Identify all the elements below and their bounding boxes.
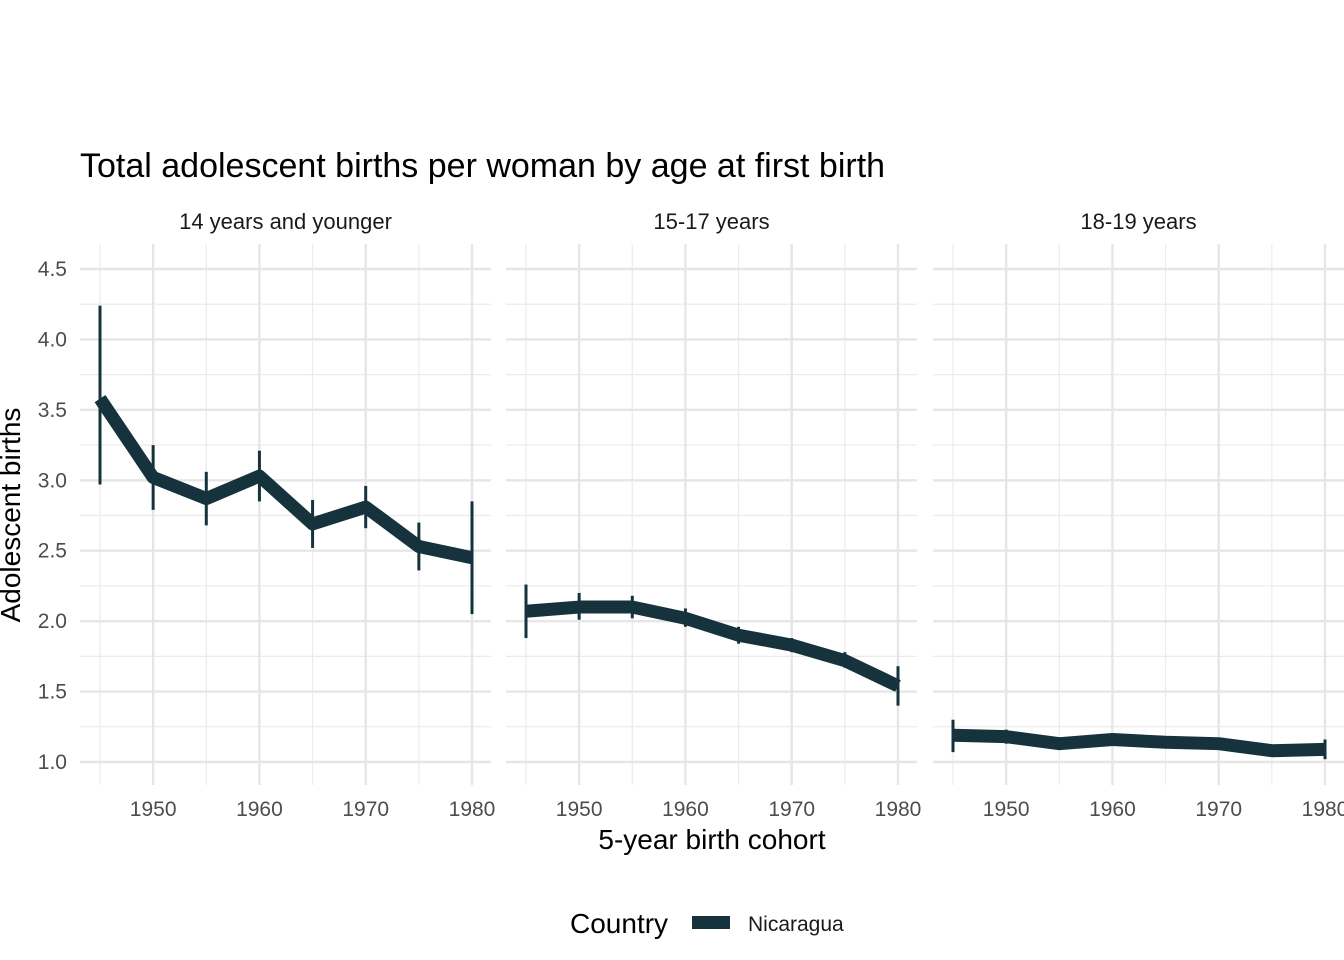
x-tick-label: 1980 <box>1302 798 1344 821</box>
facet-panels: 14 years and younger 1950 1960 1970 1980 1.0 1… <box>38 209 1344 821</box>
y-tick-label: 2.0 <box>38 610 67 633</box>
legend-key-nicaragua <box>692 916 730 929</box>
x-tick-label: 1970 <box>768 798 815 821</box>
legend-label-nicaragua: Nicaragua <box>748 913 844 936</box>
x-tick-label: 1980 <box>449 798 496 821</box>
legend: Country Nicaragua <box>570 908 844 939</box>
facet-strip-label: 15-17 years <box>653 209 769 234</box>
x-tick-label: 1950 <box>130 798 177 821</box>
legend-title: Country <box>570 908 668 939</box>
facet-panel: 15-17 years 1950 1960 1970 1980 <box>506 209 921 821</box>
facet-panel: 18-19 years 1950 1960 1970 1980 <box>933 209 1344 821</box>
x-tick-label: 1950 <box>983 798 1030 821</box>
x-tick-label: 1970 <box>1195 798 1242 821</box>
y-tick-label: 3.5 <box>38 399 67 422</box>
x-tick-label: 1960 <box>236 798 283 821</box>
y-tick-label: 1.5 <box>38 681 67 704</box>
y-tick-label: 2.5 <box>38 540 67 563</box>
y-tick-label: 4.0 <box>38 328 67 351</box>
y-tick-label: 1.0 <box>38 751 67 774</box>
y-axis-title: Adolescent births <box>0 408 26 623</box>
chart-title: Total adolescent births per woman by age… <box>80 147 885 185</box>
x-tick-label: 1960 <box>662 798 709 821</box>
x-axis-title: 5-year birth cohort <box>598 824 825 855</box>
x-tick-label: 1980 <box>875 798 922 821</box>
facet-strip-label: 18-19 years <box>1080 209 1196 234</box>
y-tick-label: 3.0 <box>38 469 67 492</box>
series-line-nicaragua <box>94 394 474 565</box>
series-line-nicaragua <box>952 728 1326 758</box>
series-line-nicaragua <box>525 600 901 692</box>
y-tick-label: 4.5 <box>38 258 67 281</box>
x-tick-label: 1970 <box>342 798 389 821</box>
x-tick-label: 1950 <box>556 798 603 821</box>
facet-strip-label: 14 years and younger <box>179 209 392 234</box>
x-tick-label: 1960 <box>1089 798 1136 821</box>
facet-panel: 14 years and younger 1950 1960 1970 1980 1.0 1… <box>38 209 496 821</box>
